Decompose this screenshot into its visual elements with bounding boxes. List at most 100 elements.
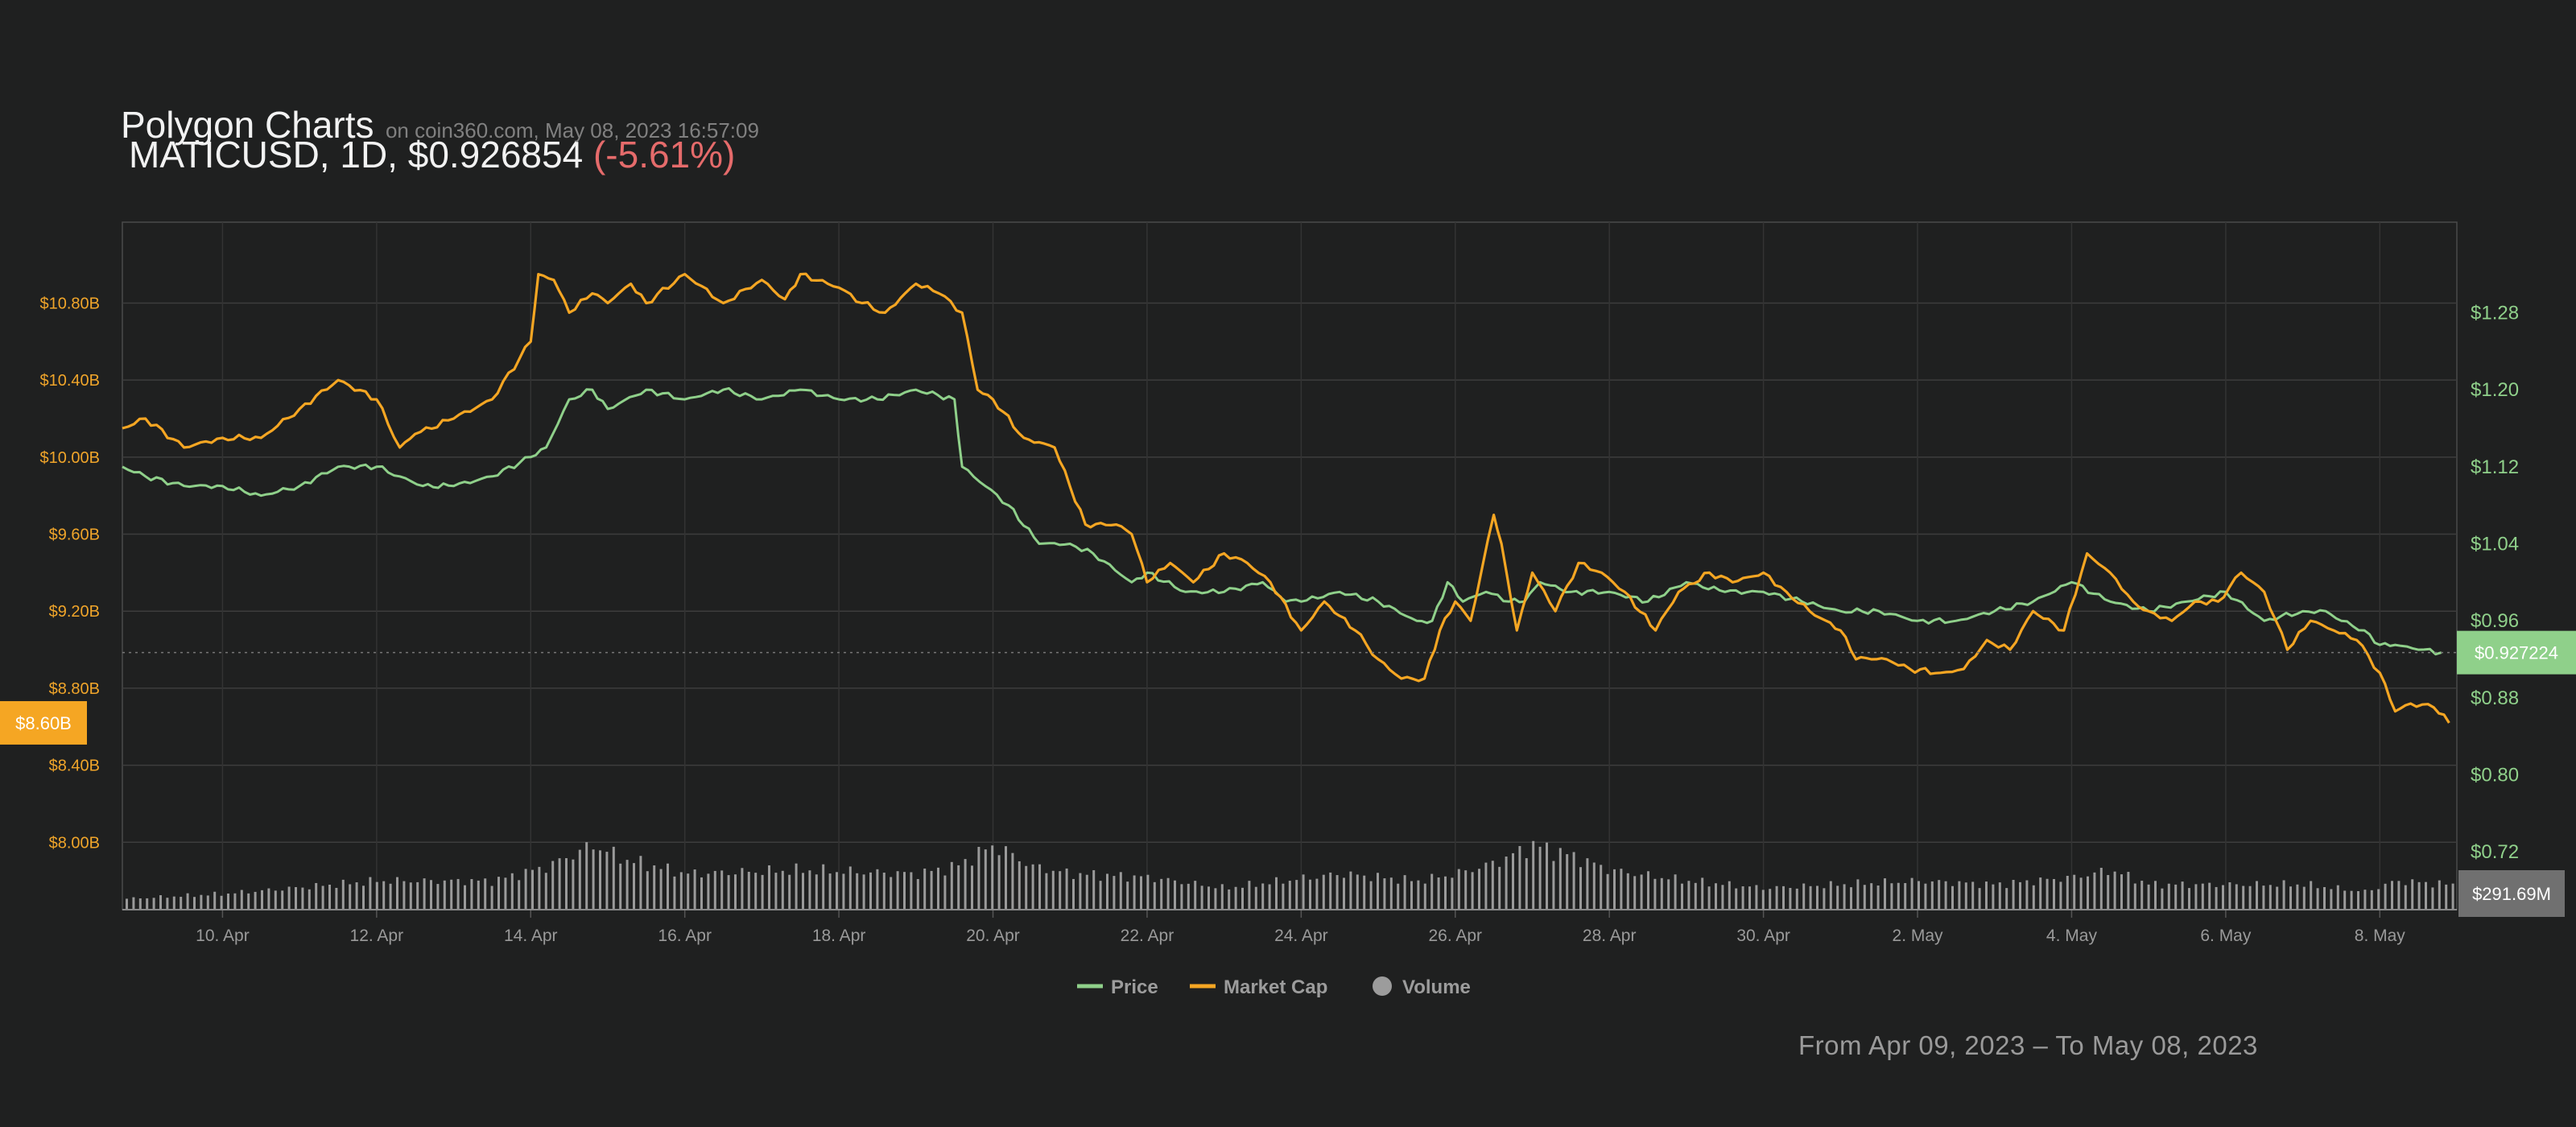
volume-bar [713, 870, 716, 910]
volume-bar [2019, 881, 2021, 910]
legend-market-cap-label[interactable]: Market Cap [1224, 976, 1327, 998]
volume-marker-box [2458, 870, 2565, 917]
volume-bar [1146, 874, 1150, 910]
volume-bar [1335, 875, 1339, 910]
volume-bar [1349, 871, 1352, 910]
volume-bar [1403, 875, 1406, 910]
legend[interactable]: Price Market Cap Volume [1077, 976, 1471, 998]
volume-bar [1843, 884, 1846, 910]
volume-bar [1741, 886, 1744, 910]
volume-bar [754, 873, 758, 910]
chart-source: on coin360.com, May 08, 2023 16:57:09 [385, 118, 759, 142]
volume-bar [402, 881, 406, 910]
volume-bar [450, 879, 453, 910]
volume-bar [159, 895, 162, 910]
volume-bar [2181, 881, 2184, 910]
legend-price-label[interactable]: Price [1111, 976, 1158, 998]
volume-bar [1613, 869, 1616, 910]
volume-bar [1282, 883, 1285, 910]
volume-bar [2445, 884, 2448, 910]
volume-bar [1653, 878, 1657, 910]
volume-bar [1268, 884, 1271, 910]
volume-bar [2079, 877, 2083, 910]
volume-bar [1558, 848, 1562, 910]
legend-volume-label[interactable]: Volume [1402, 976, 1471, 998]
volume-bar [1343, 877, 1345, 910]
volume-bar [687, 873, 690, 910]
volume-bar [126, 898, 128, 910]
y-left-tick-label: $9.20B [49, 603, 100, 621]
volume-bar [1011, 852, 1014, 910]
volume-bar [172, 896, 175, 910]
volume-bar [625, 860, 629, 910]
y-left-tick-label: $8.80B [49, 680, 100, 698]
volume-bar [2282, 880, 2285, 910]
volume-bar [1930, 881, 1934, 910]
volume-bar [2012, 880, 2015, 910]
volume-bar [1870, 883, 1873, 910]
volume-bar [1457, 869, 1460, 910]
volume-bar [1208, 886, 1210, 910]
volume-bar [1417, 880, 1420, 910]
volume-bar [287, 886, 291, 910]
volume-bar [2289, 886, 2292, 910]
volume-bar [1295, 880, 1298, 910]
volume-bar [1572, 852, 1575, 910]
volume-bar [2107, 875, 2110, 910]
volume-bar [903, 872, 906, 910]
volume-bar [1546, 842, 1548, 910]
volume-bar [2039, 877, 2042, 910]
volume-bar [193, 897, 196, 910]
volume-bar [1761, 890, 1765, 910]
volume-bar [1660, 877, 1663, 910]
volume-bar [2032, 885, 2035, 910]
volume-bar [2242, 886, 2245, 910]
volume-bar [1647, 871, 1649, 910]
volume-bar [1681, 883, 1683, 910]
volume-bar [1795, 888, 1798, 910]
volume-bar [1377, 873, 1379, 910]
x-tick-label: 8. May [2355, 927, 2406, 945]
volume-bar [605, 852, 609, 910]
volume-bar [653, 865, 656, 910]
y-right-tick-label: $1.28 [2471, 302, 2519, 324]
volume-bar [1904, 882, 1907, 910]
volume-bar [1579, 867, 1582, 910]
volume-bar [910, 872, 913, 910]
price-marker-label: $0.927224 [2475, 643, 2558, 663]
volume-bar [2248, 886, 2252, 910]
volume-bar [1876, 886, 1880, 910]
volume-bar [1254, 886, 1257, 910]
volume-bar [2391, 881, 2393, 910]
volume-bar [227, 893, 229, 910]
volume-bar [2363, 890, 2367, 910]
volume-bar [592, 849, 595, 910]
volume-bar [2397, 881, 2401, 910]
volume-bar [2296, 884, 2299, 910]
volume-bar [274, 890, 277, 910]
volume-bar [2235, 884, 2238, 910]
volume-bar [2377, 889, 2380, 910]
volume-bar [2059, 881, 2062, 910]
volume-bar [369, 877, 372, 910]
volume-bar [1025, 865, 1028, 910]
volume-bar [808, 870, 811, 910]
volume-bar [916, 878, 919, 910]
volume-bar [443, 880, 446, 910]
volume-bar [977, 847, 980, 910]
volume-bar [984, 849, 987, 910]
volume-bar [971, 865, 973, 910]
volume-bar [2370, 890, 2373, 910]
volume-bar [2276, 886, 2279, 910]
volume-bar [1823, 888, 1826, 910]
volume-bar [1275, 877, 1278, 910]
volume-bar [2066, 875, 2069, 910]
volume-bar [2323, 886, 2326, 910]
volume-bar [822, 864, 825, 910]
x-tick-label: 12. Apr [350, 927, 404, 945]
volume-bar [362, 886, 365, 910]
volume-bar [876, 869, 879, 910]
volume-bar [389, 883, 392, 910]
volume-bar [396, 877, 398, 910]
